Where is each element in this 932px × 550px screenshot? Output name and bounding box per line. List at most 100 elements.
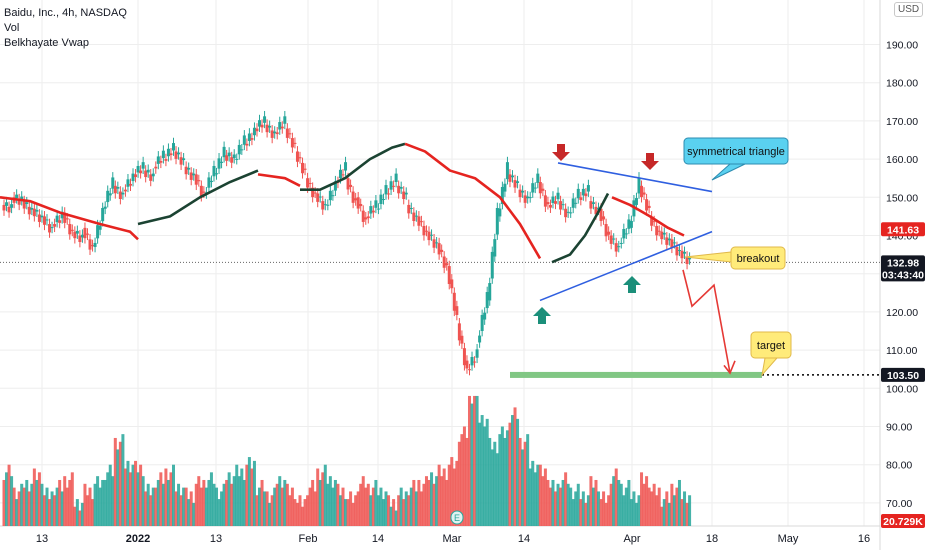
candle-body [662, 232, 666, 235]
volume-bar [566, 483, 570, 526]
volume-bar [381, 499, 385, 526]
volume-bar [242, 479, 246, 526]
volume-bar [60, 491, 64, 526]
price-tick-label: 70.00 [886, 498, 912, 510]
vwap-segment [0, 196, 139, 241]
candle-body [275, 132, 279, 135]
candle-body [179, 157, 183, 165]
candle-body [197, 180, 201, 182]
volume-bar [288, 495, 292, 526]
candle-body [123, 189, 127, 192]
candle-body [657, 230, 661, 232]
candle-body [660, 231, 664, 240]
candle-body [364, 217, 368, 220]
volume-bar [80, 502, 84, 526]
candle-body [237, 144, 241, 155]
volume-bar [103, 479, 107, 526]
candle-body [655, 225, 659, 236]
candle-body [116, 186, 120, 189]
volume-bar [685, 502, 689, 526]
volume-bar [607, 495, 611, 526]
volume-bar [184, 487, 188, 526]
volume-bar [680, 499, 684, 526]
candle-body [30, 207, 34, 210]
volume-bar [364, 487, 368, 526]
candle-body [419, 221, 423, 223]
volume-bar [528, 468, 532, 526]
volume-bar [116, 449, 120, 526]
candle-body [232, 154, 236, 159]
volume-bar [98, 487, 102, 526]
candle-body [629, 220, 633, 228]
volume-bar [541, 476, 545, 526]
candle-body [473, 361, 477, 363]
candle-body [427, 231, 431, 241]
vwap-segment [404, 142, 542, 260]
candle-body [637, 177, 641, 194]
candle-body [270, 130, 274, 138]
candle-body [321, 201, 325, 210]
volume-bar [655, 495, 659, 526]
candle-body [141, 162, 145, 169]
volume-bar [172, 464, 175, 526]
candle-body [617, 246, 621, 248]
vwap-indicator-label[interactable]: Belkhayate Vwap [4, 37, 89, 49]
volume-bar [336, 483, 340, 526]
candle-body [594, 206, 598, 215]
candle-body [113, 185, 117, 194]
volume-bar [93, 483, 97, 526]
candle-body [650, 216, 654, 226]
volume-bar [435, 476, 439, 526]
volume-bar [15, 499, 19, 526]
volume-bar [55, 487, 59, 526]
volume-bar [164, 468, 168, 526]
candle-body [40, 215, 44, 218]
volume-bar [7, 464, 11, 526]
volume-bar [283, 479, 287, 526]
volume-bar [323, 464, 327, 526]
volume-bar [73, 506, 77, 526]
time-tick-label: Apr [623, 533, 640, 545]
symbol-title[interactable]: Baidu, Inc., 4h, NASDAQ [4, 7, 127, 19]
candle-body [45, 219, 49, 221]
volume-bar [32, 468, 36, 526]
candle-body [533, 187, 537, 189]
volume-bar [209, 472, 213, 526]
volume-bar [255, 495, 259, 526]
projection-arrowhead-icon [723, 360, 736, 375]
candle-body [156, 156, 160, 164]
candle-body [177, 152, 181, 155]
candle-body [609, 235, 613, 244]
volume-bar [346, 499, 350, 526]
volume-bar [579, 499, 583, 526]
candle-body [366, 216, 370, 219]
candle-body [652, 221, 656, 223]
volume-indicator-label[interactable]: Vol [4, 22, 20, 34]
candle-body [548, 204, 552, 208]
currency-badge[interactable]: USD [894, 2, 924, 17]
volume-bar [500, 426, 504, 526]
price-axis[interactable]: 190.00180.00170.00160.00150.00140.00130.… [881, 40, 925, 529]
volume-bar [564, 472, 568, 526]
vwap-segment [257, 173, 301, 187]
volume-bar [574, 491, 578, 526]
candle-body [526, 196, 530, 199]
candle-body [35, 209, 39, 212]
volume-bar [83, 483, 87, 526]
candle-body [252, 127, 256, 136]
candle-body [670, 239, 674, 248]
volume-bar [576, 483, 580, 526]
candle-body [341, 174, 345, 176]
candle-body [351, 191, 355, 203]
candle-body [295, 151, 299, 162]
volume-bar [407, 495, 411, 526]
drawings-layer[interactable]: symmetrical triangle breakout target [533, 137, 792, 377]
volume-bar [321, 472, 325, 526]
volume-bar [270, 495, 274, 526]
time-axis[interactable]: 13 2022 13 Feb 14 Mar 14 Apr 18 May 16 E [36, 510, 870, 545]
candle-body [665, 237, 669, 245]
volume-bar [516, 418, 520, 526]
volume-bar [465, 437, 469, 526]
volume-bar [366, 483, 370, 526]
